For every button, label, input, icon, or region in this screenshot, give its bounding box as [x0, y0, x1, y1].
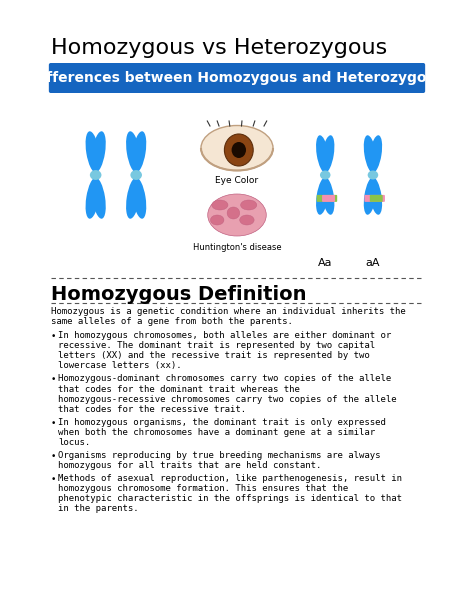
Ellipse shape	[210, 215, 224, 225]
Text: Differences between Homozygous and Heterozygous: Differences between Homozygous and Heter…	[30, 71, 444, 85]
Ellipse shape	[90, 170, 101, 180]
Text: Methods of asexual reproduction, like parthenogenesis, result in: Methods of asexual reproduction, like pa…	[58, 474, 402, 483]
Ellipse shape	[130, 170, 142, 180]
Ellipse shape	[227, 207, 240, 219]
Ellipse shape	[368, 170, 378, 180]
Text: locus.: locus.	[58, 438, 90, 447]
Text: Homozygous vs Heterozygous: Homozygous vs Heterozygous	[51, 38, 387, 58]
Text: In homozygous chromosomes, both alleles are either dominant or: In homozygous chromosomes, both alleles …	[58, 331, 391, 340]
Ellipse shape	[91, 178, 106, 219]
Text: lowercase letters (xx).: lowercase letters (xx).	[58, 362, 182, 370]
Circle shape	[232, 142, 246, 158]
Text: •: •	[51, 332, 56, 341]
Text: Homozygous-dominant chromosomes carry two copies of the allele: Homozygous-dominant chromosomes carry tw…	[58, 375, 391, 384]
Text: that codes for the dominant trait whereas the: that codes for the dominant trait wherea…	[58, 384, 300, 394]
Text: •: •	[51, 452, 56, 461]
Text: Aa: Aa	[318, 258, 332, 268]
FancyBboxPatch shape	[370, 195, 383, 202]
Ellipse shape	[369, 177, 382, 215]
Text: •: •	[51, 375, 56, 384]
Text: same alleles of a gene from both the parents.: same alleles of a gene from both the par…	[51, 317, 292, 326]
Text: Homozygous is a genetic condition where an individual inherits the: Homozygous is a genetic condition where …	[51, 307, 405, 316]
Ellipse shape	[316, 177, 329, 215]
Ellipse shape	[126, 178, 140, 219]
Ellipse shape	[208, 194, 266, 236]
Ellipse shape	[132, 178, 146, 219]
Ellipse shape	[321, 135, 335, 173]
Ellipse shape	[369, 135, 382, 173]
FancyBboxPatch shape	[322, 195, 335, 202]
Text: •: •	[51, 419, 56, 428]
Text: in the parents.: in the parents.	[58, 504, 138, 513]
Ellipse shape	[240, 215, 254, 225]
Ellipse shape	[241, 200, 257, 210]
Ellipse shape	[85, 178, 100, 219]
Text: homozygous chromosome formation. This ensures that the: homozygous chromosome formation. This en…	[58, 484, 348, 493]
Text: In homozygous organisms, the dominant trait is only expressed: In homozygous organisms, the dominant tr…	[58, 417, 386, 427]
Ellipse shape	[132, 131, 146, 172]
Ellipse shape	[316, 135, 329, 173]
Text: •: •	[51, 475, 56, 484]
Circle shape	[224, 134, 253, 166]
Ellipse shape	[91, 131, 106, 172]
Ellipse shape	[320, 170, 330, 180]
Ellipse shape	[85, 131, 100, 172]
Text: recessive. The dominant trait is represented by two capital: recessive. The dominant trait is represe…	[58, 341, 375, 350]
Text: homozygous for all traits that are held constant.: homozygous for all traits that are held …	[58, 461, 321, 470]
Ellipse shape	[364, 135, 377, 173]
Text: phenotypic characteristic in the offsprings is identical to that: phenotypic characteristic in the offspri…	[58, 494, 402, 503]
Ellipse shape	[201, 126, 273, 170]
Ellipse shape	[126, 131, 140, 172]
Text: homozygous-recessive chromosomes carry two copies of the allele: homozygous-recessive chromosomes carry t…	[58, 395, 396, 403]
Text: Huntington's disease: Huntington's disease	[193, 243, 281, 252]
FancyBboxPatch shape	[365, 195, 385, 202]
FancyBboxPatch shape	[317, 195, 337, 202]
Ellipse shape	[212, 200, 228, 210]
Text: that codes for the recessive trait.: that codes for the recessive trait.	[58, 405, 246, 414]
Text: aA: aA	[365, 258, 380, 268]
Text: Homozygous Definition: Homozygous Definition	[51, 285, 306, 304]
FancyBboxPatch shape	[49, 63, 425, 93]
Ellipse shape	[364, 177, 377, 215]
Ellipse shape	[321, 177, 335, 215]
Text: when both the chromosomes have a dominant gene at a similar: when both the chromosomes have a dominan…	[58, 428, 375, 437]
Text: Organisms reproducing by true breeding mechanisms are always: Organisms reproducing by true breeding m…	[58, 451, 380, 460]
Text: Eye Color: Eye Color	[216, 176, 258, 185]
Text: letters (XX) and the recessive trait is represented by two: letters (XX) and the recessive trait is …	[58, 351, 370, 360]
